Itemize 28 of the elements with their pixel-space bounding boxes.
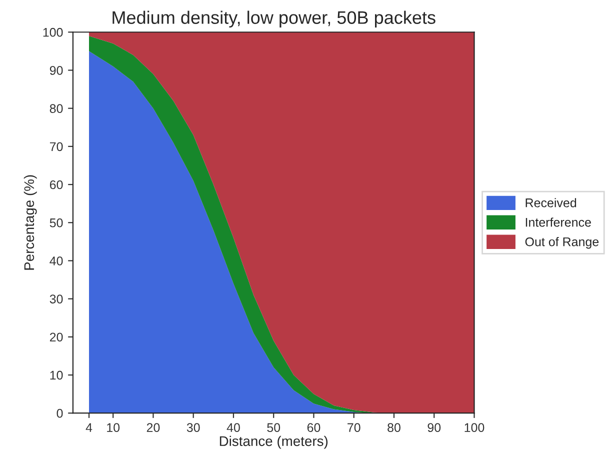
y-tick-label: 50 xyxy=(50,218,63,228)
chart-title: Medium density, low power, 50B packets xyxy=(112,10,436,28)
y-tick-label: 80 xyxy=(50,104,63,113)
x-tick-label: 70 xyxy=(348,423,360,432)
x-tick-label: 20 xyxy=(146,423,160,432)
x-axis-title: Distance (meters) xyxy=(220,436,328,449)
x-tick-label: 50 xyxy=(267,423,280,432)
y-tick-label: 0 xyxy=(56,408,63,418)
x-tick-label: 100 xyxy=(464,423,484,432)
y-tick-label: 20 xyxy=(50,332,63,342)
legend-label: Interference xyxy=(526,218,591,227)
x-tick-label: 10 xyxy=(107,423,120,432)
legend-label: Received xyxy=(526,198,576,208)
y-tick-label: 10 xyxy=(50,370,63,380)
x-tick-label: 80 xyxy=(388,423,400,432)
x-tick-label: 60 xyxy=(307,423,320,432)
x-tick-label: 4 xyxy=(86,423,92,432)
y-axis-title: Percentage (%) xyxy=(24,175,37,270)
y-tick-label: 40 xyxy=(50,256,63,266)
x-tick-label: 40 xyxy=(226,423,240,432)
y-tick-label: 70 xyxy=(50,142,63,152)
y-tick-label: 100 xyxy=(43,28,63,37)
x-tick-label: 90 xyxy=(428,423,441,432)
legend-label: Out of Range xyxy=(525,237,599,249)
y-tick-label: 30 xyxy=(50,294,63,304)
y-tick-label: 90 xyxy=(50,66,63,75)
y-tick-label: 60 xyxy=(50,180,63,190)
x-tick-label: 30 xyxy=(186,423,200,432)
